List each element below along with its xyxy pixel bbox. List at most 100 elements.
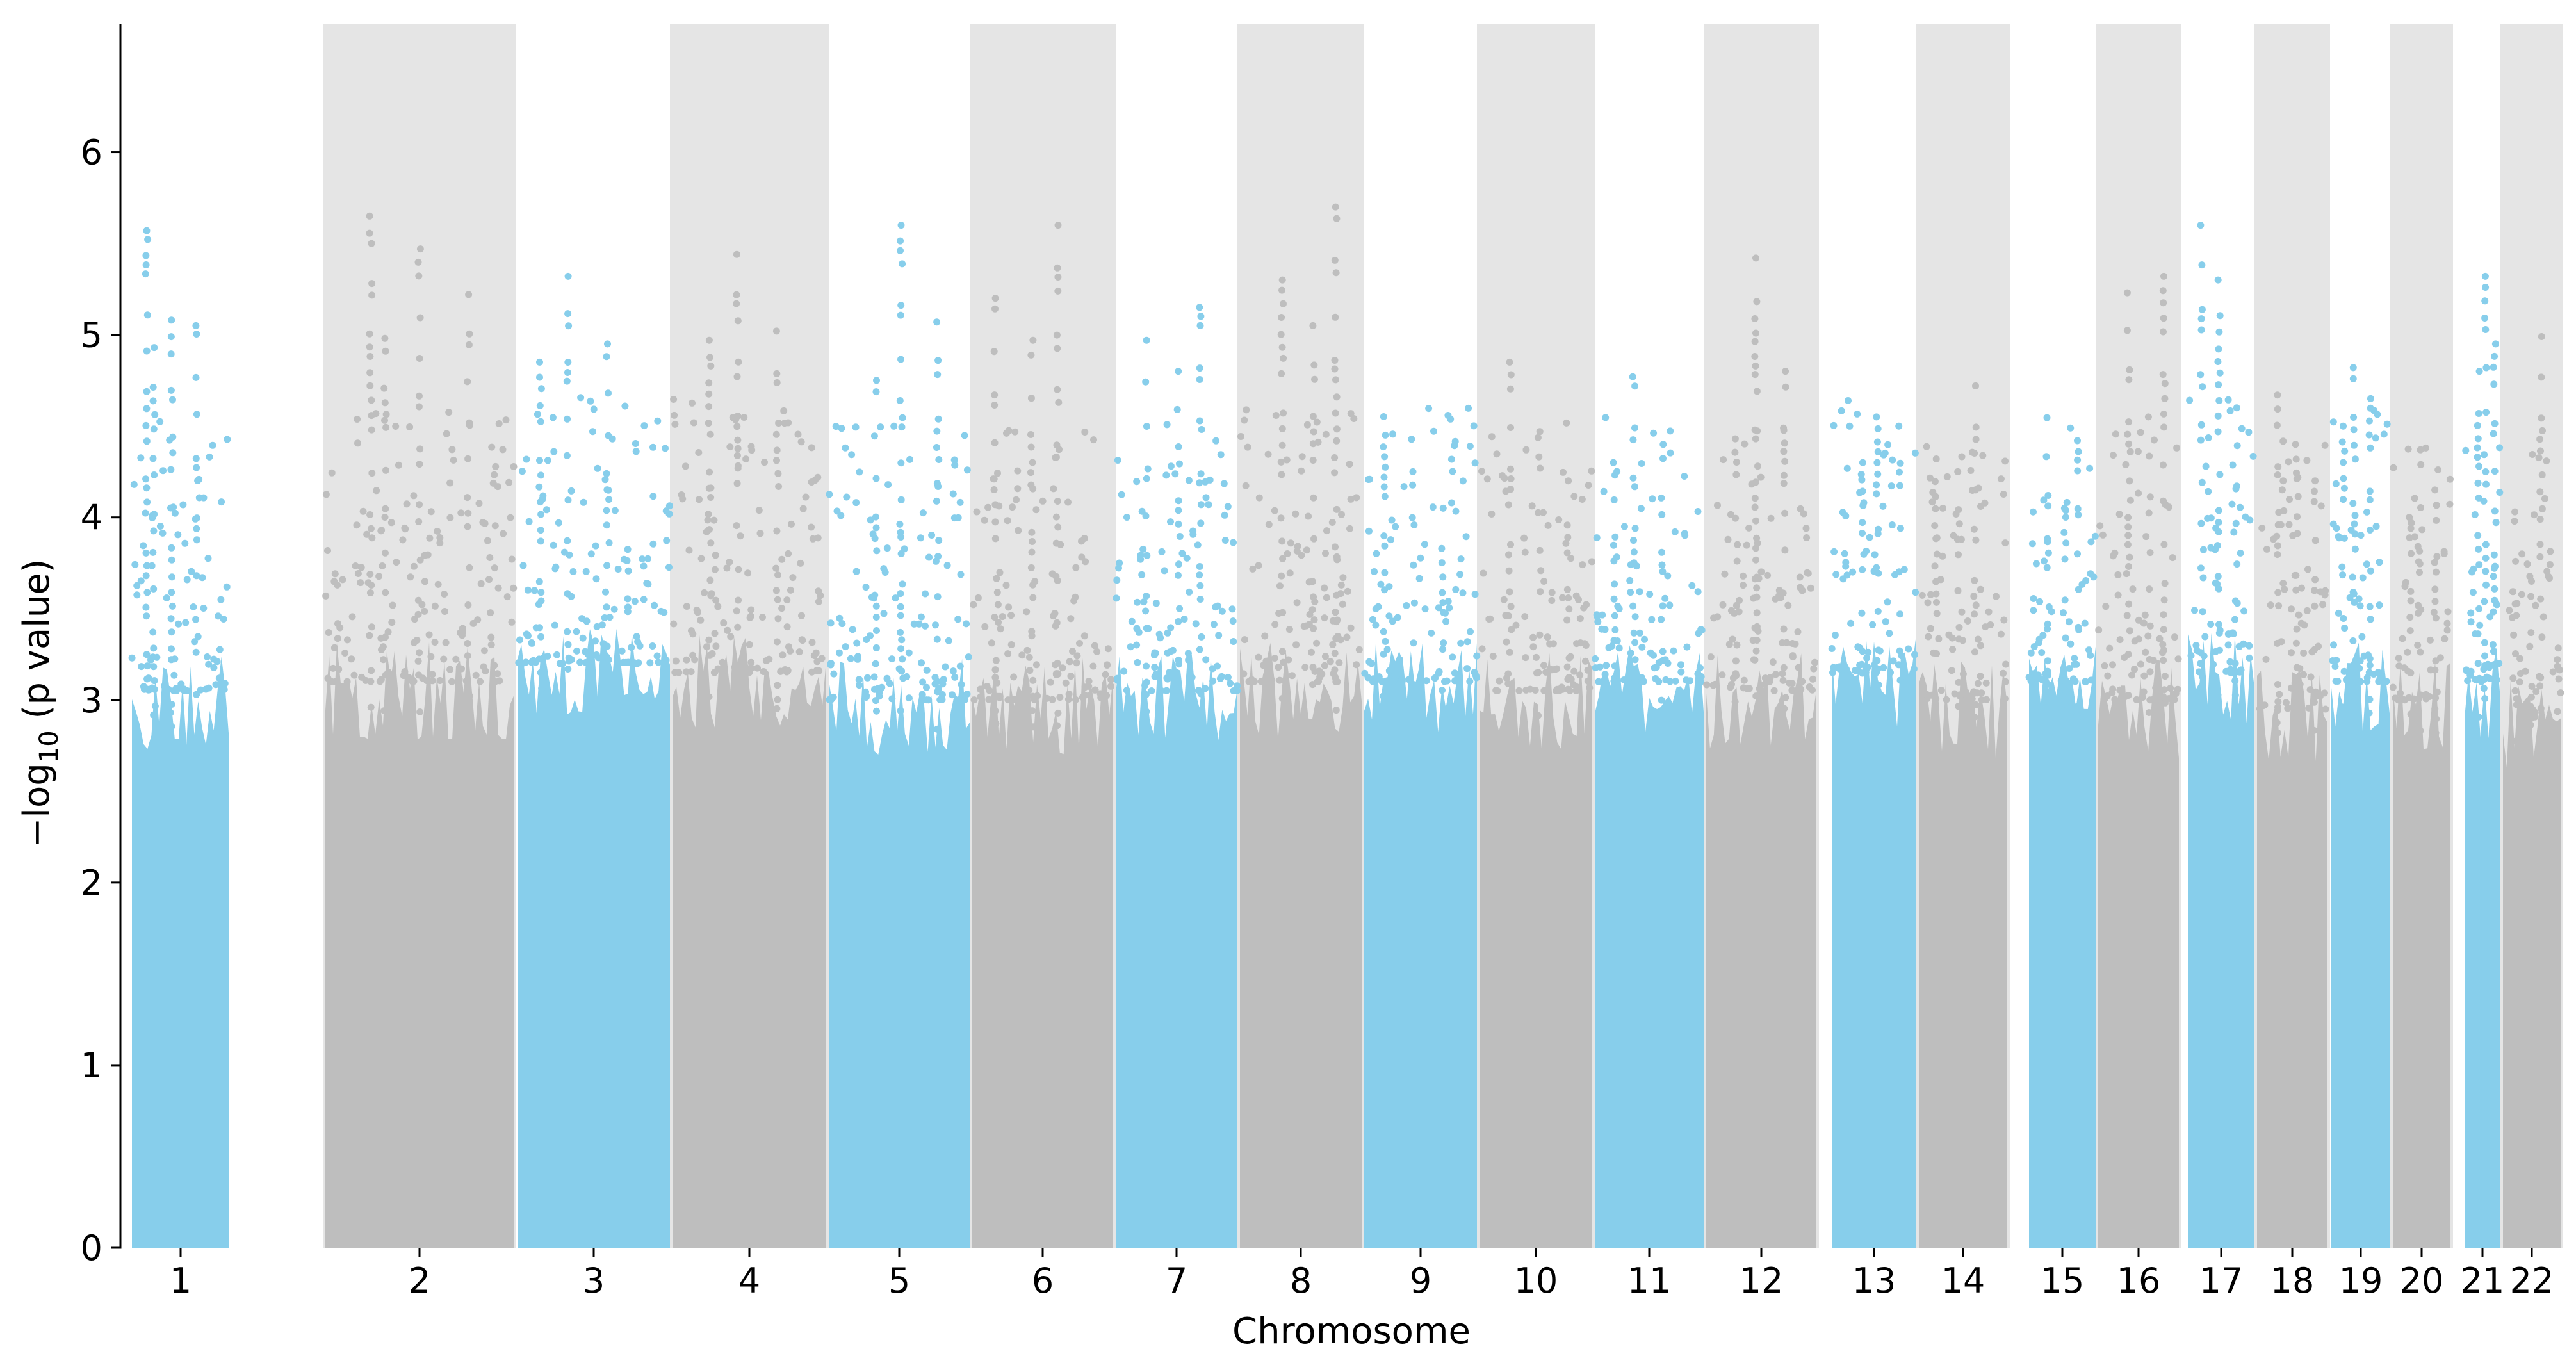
chromosome-2-point [366,589,374,596]
chromosome-5-point [963,620,970,628]
chromosome-14-peak-point [1955,624,1963,631]
y-tick-label: 1 [81,1045,102,1086]
chromosome-3-point [582,568,590,575]
chromosome-4-peak-point [705,636,713,644]
chromosome-14-peak-point [1933,534,1941,542]
chromosome-13-point [1871,551,1879,559]
chromosome-17-point [2199,574,2207,582]
chromosome-2-peak-point [465,291,473,298]
chromosome-7-point [1202,656,1210,664]
chromosome-6-point [1090,436,1097,444]
chromosome-19-peak-point [2367,444,2374,452]
chromosome-22-point [2532,601,2539,609]
chromosome-10-point [1500,596,1508,603]
chromosome-8-peak-point [1333,393,1341,401]
chromosome-4-point [727,633,735,641]
chromosome-16-peak-point [2124,692,2132,699]
chromosome-1-peak-point [193,464,200,471]
chromosome-6-peak-point [1054,222,1062,229]
chromosome-4-point [808,444,815,452]
chromosome-8-point [1343,633,1351,641]
chromosome-13-peak-point [1858,660,1866,668]
chromosome-1-peak-point [194,633,202,641]
chromosome-19-peak-point [2339,571,2347,579]
chromosome-21-peak-point [2481,598,2488,605]
chromosome-15-peak-point [2062,676,2069,684]
chromosome-10-peak-point [1535,712,1542,719]
chromosome-8-peak-point [1280,409,1287,417]
chromosome-5-point [963,691,971,698]
chromosome-19-point [2383,678,2390,685]
chromosome-8-point [1347,624,1355,632]
chromosome-20-point [2440,548,2448,555]
chromosome-9-peak-point [1382,463,1389,471]
chromosome-14-point [1993,593,2000,600]
chromosome-7-peak-point [1175,507,1182,514]
chromosome-6-peak-point [1027,351,1035,359]
chromosome-4-peak-point [775,420,783,427]
chromosome-4-point [737,532,744,540]
chromosome-22-point [2555,675,2563,683]
chromosome-6-peak-point [990,475,998,483]
chromosome-9-peak-point [1380,692,1387,700]
chromosome-16-peak-point [2159,371,2167,379]
chromosome-9-point [1385,667,1393,674]
chromosome-14-peak-point [1955,551,1962,559]
chromosome-21-point [2464,677,2472,685]
chromosome-13-point [1831,632,1839,639]
chromosome-16-point [2152,684,2160,692]
chromosome-19-peak-point [2341,625,2349,632]
chromosome-11-peak-point [1610,496,1618,503]
chromosome-10-peak-point [1537,464,1544,472]
chromosome-8-point [1255,494,1263,502]
chromosome-5-point [852,423,860,431]
chromosome-2-point [500,530,507,537]
chromosome-5-point [849,626,856,633]
chromosome-5-point [852,499,860,507]
chromosome-12-point [1769,658,1777,666]
chromosome-6-point [1009,503,1016,511]
chromosome-15-point [2025,674,2033,681]
chromosome-19-point [2383,420,2391,428]
chromosome-10-peak-point [1537,588,1544,596]
chromosome-9-point [1470,422,1478,430]
chromosome-1-peak-point [168,589,175,596]
chromosome-4-peak-point [772,430,780,438]
chromosome-9-point [1387,536,1394,544]
chromosome-11-point [1650,429,1658,437]
chromosome-4-point-band [673,635,826,1248]
chromosome-14-peak-point [1971,610,1978,618]
chromosome-13-peak-point [1875,569,1882,577]
chromosome-1-point [174,531,182,539]
chromosome-2-point [455,675,463,683]
chromosome-6-point [1023,608,1031,616]
chromosome-3-point [662,660,669,667]
chromosome-16-point [2156,635,2164,642]
chromosome-12-point [1779,670,1786,678]
chromosome-11-peak-point [1631,705,1638,712]
chromosome-17-peak-point [2214,691,2222,699]
chromosome-6-point [1097,694,1105,701]
chromosome-14-point [2002,660,2010,668]
chromosome-21-peak-point [2475,494,2482,502]
chromosome-15-peak-point [2061,714,2069,721]
chromosome-3-point [624,546,632,553]
x-tick-label: 20 [2400,1261,2444,1301]
chromosome-10-peak-point [1564,534,1572,541]
chromosome-6-point [1093,648,1101,655]
chromosome-2-point [494,670,501,678]
chromosome-22-point [2527,693,2535,701]
chromosome-10-peak-point [1535,509,1542,516]
chromosome-17-point [2237,503,2244,511]
chromosome-10-point [1537,567,1545,575]
chromosome-7-peak-point [1175,497,1182,505]
chromosome-19-point [2376,601,2383,609]
chromosome-7-peak-point [1142,378,1150,386]
chromosome-21-peak-point [2482,554,2490,562]
chromosome-6-peak-point [1052,670,1060,678]
chromosome-6-peak-point [1027,469,1034,477]
chromosome-11-point [1686,677,1693,685]
chromosome-10-point [1483,475,1491,483]
chromosome-14-peak-point [1933,732,1941,740]
chromosome-13-peak-point [1873,413,1880,421]
